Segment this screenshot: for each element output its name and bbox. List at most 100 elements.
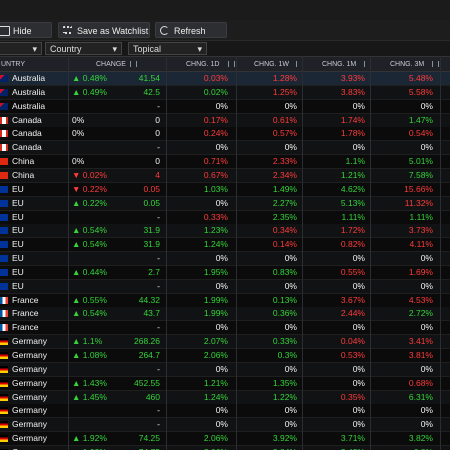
table-row[interactable]: Germany ▲ 1.43% 452.55 1.21% 1.35% 0% 0.68% bbox=[0, 376, 450, 391]
country-cell: EU bbox=[12, 211, 24, 222]
table-row[interactable]: Germany ▲ 1.92% 74.25 2.06% 3.92% 3.71% 3.82% bbox=[0, 432, 450, 447]
change-cell: ▲ 0.54% bbox=[72, 308, 107, 319]
country-cell: Germany bbox=[12, 336, 47, 347]
table-row[interactable]: EU - 0% 0% 0% 0% bbox=[0, 279, 450, 294]
country-cell: Germany bbox=[12, 405, 47, 416]
value-cell: 0 bbox=[155, 156, 160, 167]
table-row[interactable]: EU - 0.33% 2.35% 1.11% 1.11% bbox=[0, 210, 450, 225]
value-cell: 0.35% bbox=[340, 391, 365, 402]
hide-filters-button[interactable]: Hide Filters bbox=[0, 22, 52, 52]
value-cell: 31.9 bbox=[143, 239, 160, 250]
table-row[interactable]: Canada - 0% 0% 0% 0% bbox=[0, 141, 450, 156]
value-cell: 1.99% bbox=[203, 308, 228, 319]
country-flag bbox=[0, 282, 8, 290]
change-cell: ▲ 1.43% bbox=[72, 377, 107, 388]
change-cell: ▼ 0.22% bbox=[72, 183, 107, 194]
country-flag bbox=[0, 185, 8, 193]
value-cell: 0.54% bbox=[408, 128, 433, 139]
country-dropdown[interactable]: Country bbox=[45, 42, 122, 56]
value-cell: 3.93% bbox=[340, 73, 365, 83]
sort-icon[interactable] bbox=[228, 61, 235, 67]
value-cell: 0% bbox=[420, 322, 433, 333]
filter-dropdown[interactable] bbox=[0, 42, 42, 56]
table-row[interactable]: Canada 0% 0 0.24% 0.57% 1.78% 0.54% bbox=[0, 127, 450, 142]
country-cell: EU bbox=[12, 266, 24, 277]
country-cell: EU bbox=[12, 225, 24, 236]
table-row[interactable]: Germany ▲ 1.93% 74.75 2.06% 3.84% 3.42% 6.8% bbox=[0, 445, 450, 450]
country-flag bbox=[0, 352, 8, 359]
column-header[interactable]: UNTRY bbox=[1, 61, 25, 68]
value-cell: 0% bbox=[352, 363, 365, 374]
column-header[interactable]: CHNG. 1W bbox=[254, 61, 289, 68]
change-cell: ▲ 1.93% bbox=[72, 446, 107, 450]
table-row[interactable]: EU ▼ 0.22% 0.05 1.03% 1.49% 4.62% 15.66% bbox=[0, 182, 450, 197]
country-flag bbox=[0, 171, 8, 179]
value-cell: - bbox=[157, 100, 160, 111]
value-cell: - bbox=[157, 280, 160, 291]
button-label: Save as Watchlist bbox=[77, 26, 149, 36]
table-row[interactable]: Australia ▲ 0.49% 42.5 0.02% 1.25% 3.83% 5.58% bbox=[0, 85, 450, 100]
country-flag bbox=[0, 324, 8, 332]
table-row[interactable]: Canada 0% 0 0.17% 0.61% 1.74% 1.47% bbox=[0, 113, 450, 128]
country-cell: EU bbox=[12, 197, 24, 208]
value-cell: 0.13% bbox=[272, 294, 297, 305]
value-cell: 0.61% bbox=[272, 114, 297, 125]
table-row[interactable]: China ▼ 0.02% 4 0.67% 2.34% 1.21% 7.58% bbox=[0, 168, 450, 183]
value-cell: 1.11% bbox=[341, 211, 365, 222]
column-divider bbox=[236, 56, 237, 450]
value-cell: - bbox=[157, 363, 160, 374]
column-header[interactable]: CHNG. 1D bbox=[186, 61, 220, 68]
table-row[interactable]: EU - 0% 0% 0% 0% bbox=[0, 252, 450, 267]
sort-icon[interactable] bbox=[432, 61, 439, 67]
column-divider bbox=[302, 56, 303, 450]
value-cell: 0% bbox=[215, 197, 228, 208]
table-row[interactable]: Germany - 0% 0% 0% 0% bbox=[0, 404, 450, 419]
value-cell: 0% bbox=[420, 280, 433, 291]
value-cell: - bbox=[157, 419, 160, 430]
country-cell: Germany bbox=[12, 363, 47, 374]
table-row[interactable]: Germany ▲ 1.1% 268.26 2.07% 0.33% 0.04% 3.41% bbox=[0, 335, 450, 350]
table-row[interactable]: Germany ▲ 1.08% 264.7 2.06% 0.3% 0.53% 3.81% bbox=[0, 349, 450, 363]
table-row[interactable]: France ▲ 0.55% 44.32 1.99% 0.13% 3.67% 4.53% bbox=[0, 293, 450, 308]
value-cell: 5.13% bbox=[340, 197, 365, 208]
table-row[interactable]: EU ▲ 0.22% 0.05 0% 2.27% 5.13% 11.32% bbox=[0, 196, 450, 211]
value-cell: 0% bbox=[420, 363, 433, 374]
table-row[interactable]: EU ▲ 0.44% 2.7 1.95% 0.83% 0.55% 1.69% bbox=[0, 265, 450, 280]
column-divider bbox=[68, 56, 69, 450]
value-cell: 0.05 bbox=[143, 197, 160, 208]
table-row[interactable]: Germany - 0% 0% 0% 0% bbox=[0, 418, 450, 433]
value-cell: 1.03% bbox=[203, 183, 228, 194]
table-row[interactable]: Germany - 0% 0% 0% 0% bbox=[0, 362, 450, 377]
value-cell: 0% bbox=[352, 322, 365, 333]
value-cell: 0.02% bbox=[203, 86, 228, 97]
country-cell: Germany bbox=[12, 391, 47, 402]
value-cell: - bbox=[157, 211, 160, 222]
sort-icon[interactable] bbox=[130, 61, 137, 67]
save-watchlist-button[interactable]: Save as Watchlist bbox=[58, 22, 150, 38]
column-header[interactable]: CHANGE bbox=[96, 61, 126, 68]
refresh-button[interactable]: Refresh Data bbox=[155, 22, 227, 52]
top-bar bbox=[0, 0, 450, 20]
table-row[interactable]: EU ▲ 0.54% 31.9 1.23% 0.34% 1.72% 3.73% bbox=[0, 224, 450, 239]
change-cell: 0% bbox=[72, 156, 85, 167]
table-row[interactable]: China 0% 0 0.71% 2.33% 1.1% 5.01% bbox=[0, 155, 450, 170]
table-row[interactable]: Australia ▲ 0.48% 41.54 0.03% 1.28% 3.93% 5.48… bbox=[0, 72, 450, 86]
column-header[interactable]: CHNG. 1M bbox=[322, 61, 357, 68]
table-row[interactable]: France - 0% 0% 0% 0% bbox=[0, 321, 450, 336]
table-row[interactable]: EU ▲ 0.54% 31.9 1.24% 0.14% 0.82% 4.11% bbox=[0, 238, 450, 253]
value-cell: - bbox=[157, 405, 160, 416]
value-cell: 0% bbox=[284, 253, 297, 264]
value-cell: 0% bbox=[420, 253, 433, 264]
value-cell: 0.67% bbox=[203, 169, 228, 180]
country-flag bbox=[0, 158, 8, 166]
column-divider bbox=[440, 56, 441, 450]
column-header[interactable]: CHNG. 3M bbox=[390, 61, 425, 68]
table-row[interactable]: France ▲ 0.54% 43.7 1.99% 0.36% 2.44% 2.72% bbox=[0, 307, 450, 322]
table-row[interactable]: Australia - 0% 0% 0% 0% bbox=[0, 99, 450, 114]
change-cell: ▲ 1.08% bbox=[72, 350, 107, 360]
value-cell: 1.49% bbox=[272, 183, 297, 194]
topical-dropdown[interactable]: Topical bbox=[128, 42, 207, 56]
value-cell: 1.95% bbox=[203, 266, 228, 277]
value-cell: 74.75 bbox=[139, 446, 160, 450]
table-row[interactable]: Germany ▲ 1.45% 460 1.24% 1.22% 0.35% 6.31% bbox=[0, 390, 450, 405]
